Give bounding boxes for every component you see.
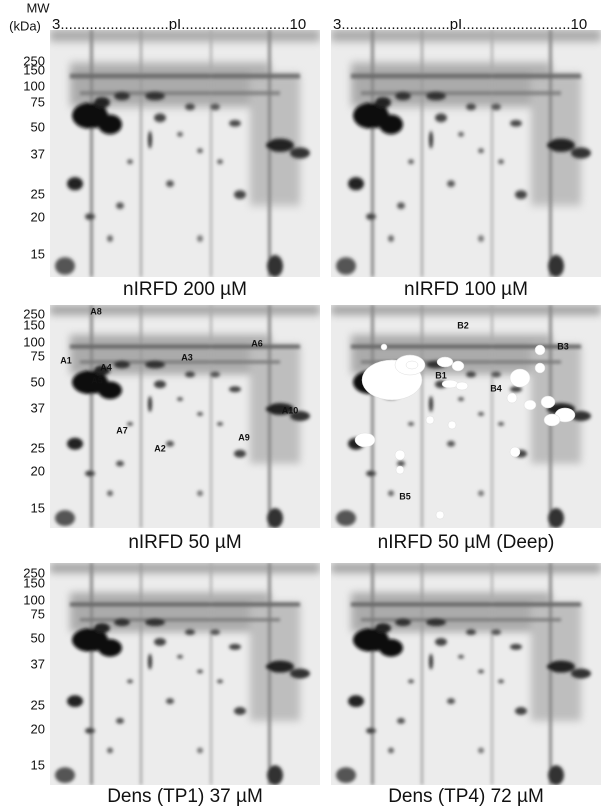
mw-tick-label: 250 — [23, 53, 45, 68]
mw-tick-label: 20 — [31, 721, 45, 736]
spot-label: B4 — [490, 383, 502, 393]
mw-tick-label: 150 — [23, 62, 45, 77]
mw-tick-label: 37 — [31, 656, 45, 671]
mw-tick-label: 100 — [23, 78, 45, 93]
mw-tick-label: 100 — [23, 592, 45, 607]
spot-label: A7 — [116, 425, 128, 435]
mw-tick-label: 75 — [31, 348, 45, 363]
mw-tick-label: 25 — [31, 697, 45, 712]
gel-image — [50, 30, 320, 277]
mw-tick-label: 37 — [31, 400, 45, 415]
mw-tick-label: 20 — [31, 463, 45, 478]
spot-label: B2 — [457, 320, 469, 330]
deep-spot — [540, 395, 556, 409]
mw-tick-label: 25 — [31, 440, 45, 455]
deep-spot — [506, 392, 518, 404]
deep-spot — [509, 446, 521, 458]
deep-spot — [435, 510, 445, 520]
panel-caption: Dens (TP1) 37 µM — [107, 786, 263, 807]
mw-tick-label: 75 — [31, 606, 45, 621]
deep-spot — [394, 449, 406, 461]
deep-spot — [405, 360, 419, 370]
mw-tick-label: 250 — [23, 306, 45, 321]
deep-spot — [395, 465, 405, 475]
mw-label: MW — [26, 0, 50, 15]
mw-tick-label: 50 — [31, 630, 45, 645]
deep-spot — [534, 344, 546, 356]
mw-tick-label: 75 — [31, 94, 45, 109]
spot-label: A3 — [181, 352, 193, 362]
mw-tick-label: 15 — [31, 246, 45, 261]
deep-spot — [380, 343, 388, 351]
mw-unit: (kDa) — [9, 18, 41, 33]
deep-spot — [425, 415, 435, 425]
spot-label: A8 — [90, 306, 102, 316]
pi-axis: 3..........................pI...........… — [52, 16, 306, 33]
gel-image — [50, 305, 320, 528]
spot-label: B3 — [557, 341, 569, 351]
gel-image — [331, 30, 601, 277]
spot-label: A6 — [251, 338, 263, 348]
gel-image — [50, 563, 320, 785]
panel-caption: nIRFD 200 µM — [123, 279, 247, 300]
spot-label: B1 — [435, 370, 447, 380]
mw-tick-label: 150 — [23, 317, 45, 332]
deep-spot — [523, 399, 537, 411]
spot-label: A9 — [238, 432, 250, 442]
mw-tick-label: 15 — [31, 757, 45, 772]
mw-tick-label: 250 — [23, 565, 45, 580]
deep-spot — [354, 432, 376, 448]
deep-spot — [441, 379, 459, 389]
deep-spot — [451, 360, 465, 372]
gel-image — [331, 563, 601, 785]
mw-tick-label: 100 — [23, 334, 45, 349]
mw-tick-label: 25 — [31, 186, 45, 201]
deep-spot — [509, 368, 531, 388]
mw-tick-label: 150 — [23, 575, 45, 590]
deep-spot — [447, 420, 457, 430]
deep-spot — [455, 381, 469, 391]
spot-label: A1 — [60, 355, 72, 365]
mw-tick-label: 50 — [31, 374, 45, 389]
spot-label: A4 — [100, 362, 112, 372]
deep-spot — [436, 356, 454, 368]
mw-tick-label: 37 — [31, 146, 45, 161]
mw-tick-label: 15 — [31, 500, 45, 515]
panel-caption: nIRFD 100 µM — [404, 279, 528, 300]
panel-caption: Dens (TP4) 72 µM — [388, 786, 544, 807]
spot-label: B5 — [399, 491, 411, 501]
mw-tick-label: 20 — [31, 209, 45, 224]
spot-label: A2 — [154, 443, 166, 453]
deep-spot — [534, 362, 546, 374]
spot-label: A10 — [282, 405, 299, 415]
panel-caption: nIRFD 50 µM — [128, 532, 241, 553]
deep-spot — [543, 413, 561, 427]
spot-label: A5 — [91, 375, 103, 385]
mw-tick-label: 50 — [31, 119, 45, 134]
panel-caption: nIRFD 50 µM (Deep) — [378, 532, 555, 553]
pi-axis: 3..........................pI...........… — [333, 16, 587, 33]
